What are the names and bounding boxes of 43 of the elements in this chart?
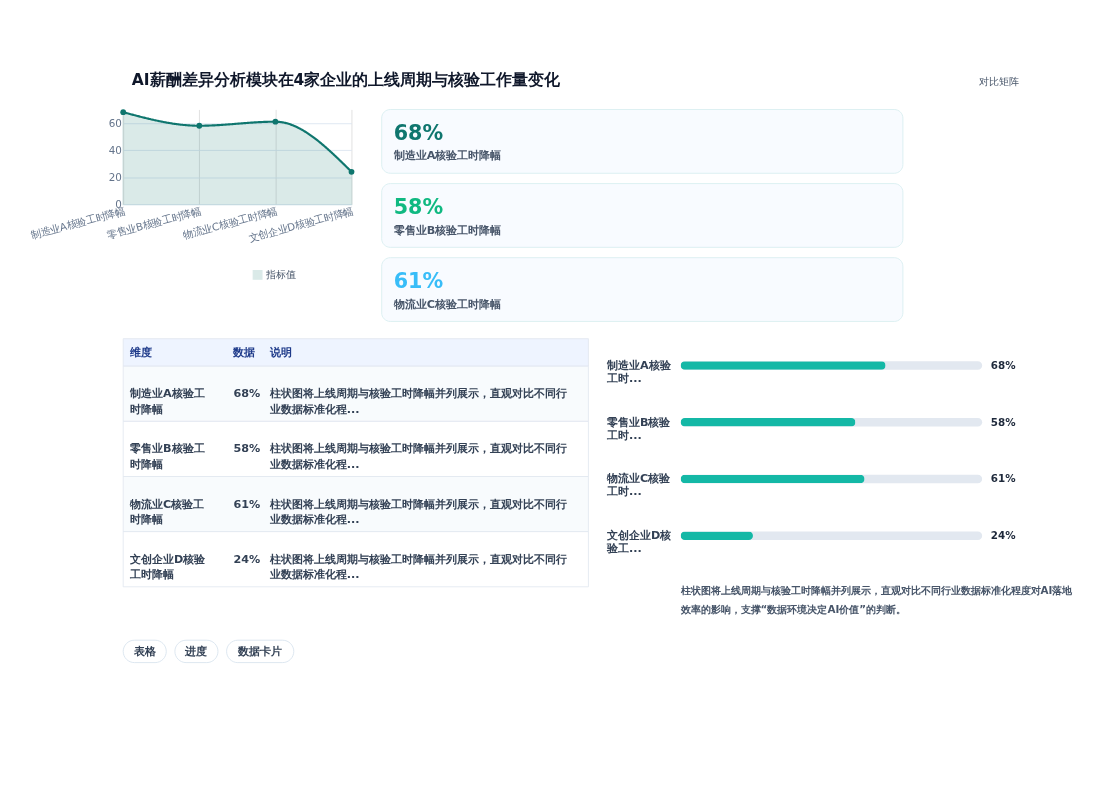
text: 61% xyxy=(393,268,444,293)
text: 柱状图将上线周期与核验工时降幅并列展示，直观对比不同行业数据标准化程... xyxy=(268,497,567,527)
text: 物流业C核验工时降幅 xyxy=(129,497,205,527)
text: 柱状图将上线周期与核验工时降幅并列展示，直观对比不同行业数据标准化程... xyxy=(268,552,567,582)
text: 柱状图将上线周期与核验工时降幅并列展示，直观对比不同行业数据标准化程... xyxy=(268,442,567,471)
y-tick-label: 零售业B核验工时... xyxy=(605,415,672,442)
text: 物流业C核验工时降幅 xyxy=(392,297,501,311)
data-label: 61% xyxy=(233,497,261,511)
text: 68% xyxy=(990,359,1017,372)
point xyxy=(272,118,279,125)
text: 柱状图将上线周期与核验工时降幅并列展示，直观对比不同行业数据标准化程度对AI落地效率的影响，支撑“数据环境决定AI价值”的判断。 xyxy=(679,583,1074,615)
y-tick-label: 物流业C核验工时... xyxy=(605,472,672,499)
text: 24% xyxy=(990,529,1017,542)
text: 68% xyxy=(393,120,444,145)
text: 制造业A核验工时降幅 xyxy=(129,387,205,416)
text: 对比矩阵 xyxy=(979,74,1020,87)
text: 数据 xyxy=(232,345,256,359)
text: 文创企业D核验工时降幅 xyxy=(129,552,207,582)
text: 说明 xyxy=(268,345,292,359)
text: 58% xyxy=(393,194,444,219)
y-tick-label: 20 xyxy=(108,171,122,184)
text: 零售业B核验工时降幅 xyxy=(129,442,205,471)
point xyxy=(348,168,355,175)
text: 58% xyxy=(990,415,1017,428)
text: 61% xyxy=(990,472,1017,485)
y-tick-label: 制造业A核验工时... xyxy=(605,359,672,385)
point xyxy=(120,109,127,116)
text: 数据卡片 xyxy=(237,644,283,658)
text: 表格 xyxy=(132,644,157,658)
point xyxy=(196,122,203,129)
text: 进度 xyxy=(184,644,208,658)
text: 制造业A核验工时降幅 xyxy=(392,149,502,163)
chart-title: AI薪酬差异分析模块在4家企业的上线周期与核验工作量变化 xyxy=(131,70,562,90)
text: 维度 xyxy=(129,345,153,359)
data-label: 58% xyxy=(233,442,261,456)
y-tick-label: 文创企业D核验工... xyxy=(605,529,672,556)
y-tick-label: 60 xyxy=(108,116,122,129)
data-label: 24% xyxy=(233,552,261,566)
data-label: 68% xyxy=(233,387,261,401)
y-tick-label: 40 xyxy=(108,143,122,156)
text: 柱状图将上线周期与核验工时降幅并列展示，直观对比不同行业数据标准化程... xyxy=(268,387,567,416)
bar xyxy=(680,531,753,540)
legend-label: 指标值 xyxy=(265,268,297,281)
